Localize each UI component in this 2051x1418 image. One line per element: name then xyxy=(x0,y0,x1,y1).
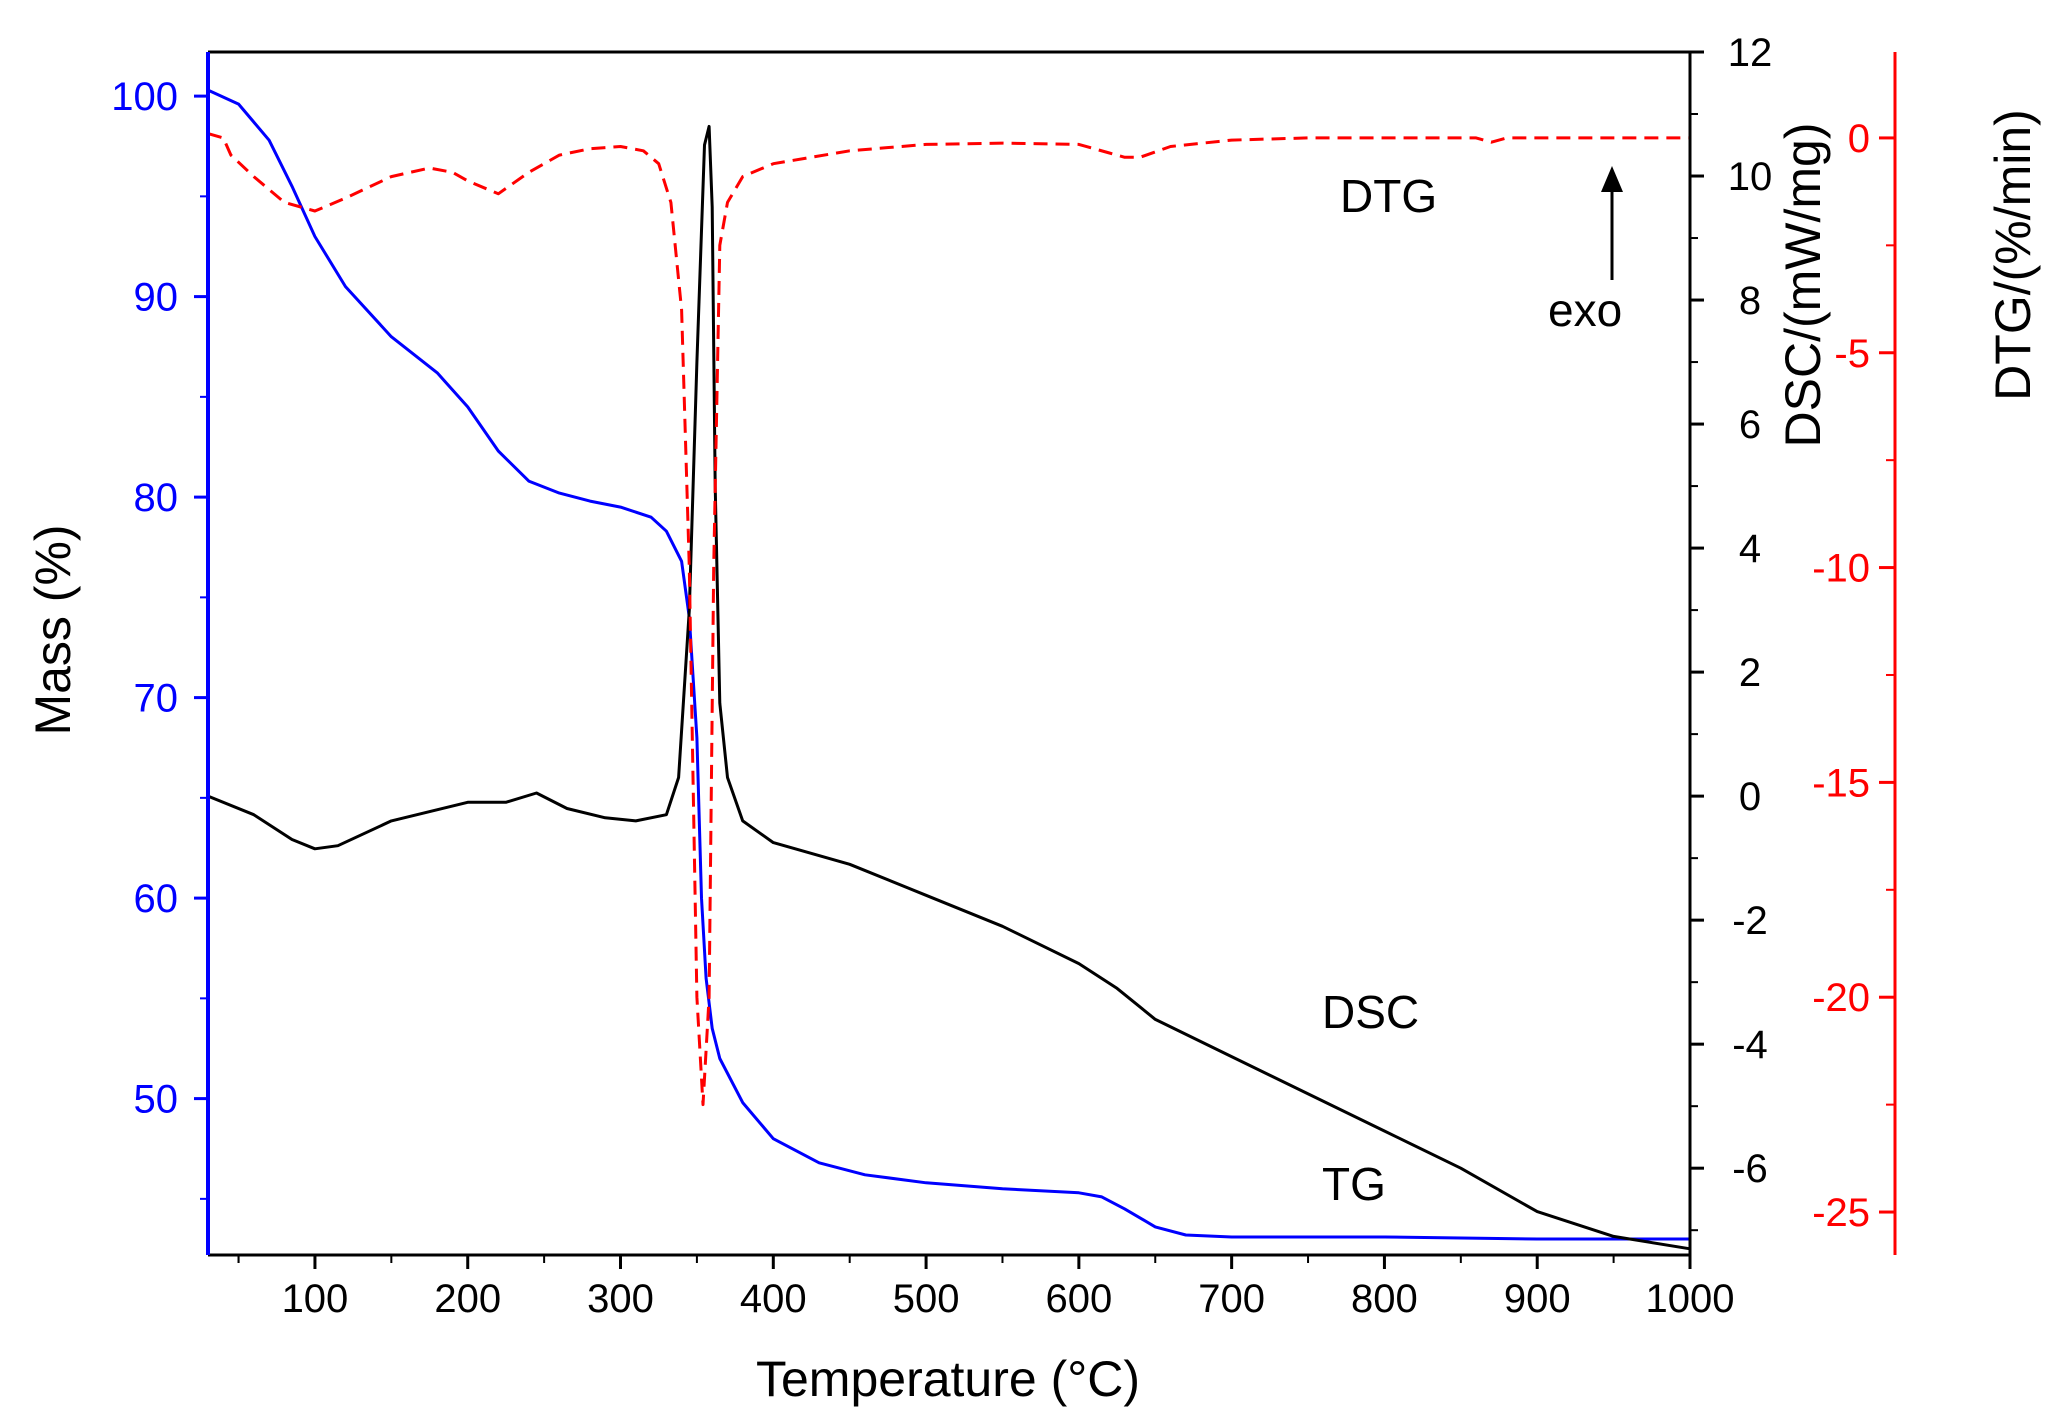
left-tick-label: 80 xyxy=(134,476,179,520)
x-tick-label: 100 xyxy=(282,1277,349,1321)
left-tick-label: 60 xyxy=(134,877,179,921)
x-tick-label: 800 xyxy=(1351,1277,1418,1321)
right1-tick-label: 0 xyxy=(1739,775,1761,819)
series-layer xyxy=(207,88,1691,1251)
axes-layer: 100 200 300 400 500 600 700 800 900 1000506070809… xyxy=(111,31,1897,1321)
right2-tick-label: -25 xyxy=(1812,1191,1870,1235)
tg-series-label: TG xyxy=(1322,1158,1386,1210)
right1-tick-label: 10 xyxy=(1728,155,1773,199)
dtg-series-label: DTG xyxy=(1340,170,1437,222)
series-tg-line xyxy=(207,88,1690,1241)
right2-axis-title: DTG/(%/min) xyxy=(1985,109,2041,401)
right1-tick-label: 4 xyxy=(1739,527,1761,571)
right1-tick-label: 8 xyxy=(1739,279,1761,323)
right1-axis-title: DSC/(mW/mg) xyxy=(1775,123,1831,448)
x-axis-title: Temperature (°C) xyxy=(756,1351,1140,1407)
series-dsc-line xyxy=(207,124,1691,1251)
x-tick-label: 300 xyxy=(587,1277,654,1321)
right1-tick-label: 2 xyxy=(1739,651,1761,695)
right1-tick-label: 12 xyxy=(1728,31,1773,75)
right1-tick-label: 6 xyxy=(1739,403,1761,447)
right2-tick-label: -5 xyxy=(1834,332,1870,376)
left-tick-label: 70 xyxy=(134,677,179,721)
dsc-series-label: DSC xyxy=(1322,986,1419,1038)
right2-tick-label: -10 xyxy=(1812,547,1870,591)
right1-tick-label: -6 xyxy=(1732,1147,1768,1191)
left-tick-label: 50 xyxy=(134,1078,179,1122)
right1-tick-label: -4 xyxy=(1732,1023,1768,1067)
left-tick-label: 100 xyxy=(111,75,178,119)
x-tick-label: 1000 xyxy=(1646,1277,1735,1321)
left-axis-title: Mass (%) xyxy=(25,524,81,735)
left-tick-label: 90 xyxy=(134,276,179,320)
right2-tick-label: -20 xyxy=(1812,976,1870,1020)
x-tick-label: 700 xyxy=(1198,1277,1265,1321)
exo-label: exo xyxy=(1548,284,1622,336)
x-tick-label: 900 xyxy=(1504,1277,1571,1321)
x-tick-label: 500 xyxy=(893,1277,960,1321)
x-tick-label: 600 xyxy=(1045,1277,1112,1321)
right2-tick-label: -15 xyxy=(1812,761,1870,805)
right1-tick-label: -2 xyxy=(1732,899,1768,943)
exo-arrow-icon xyxy=(1601,166,1623,280)
series-dtg-line xyxy=(207,132,1690,1107)
x-tick-label: 200 xyxy=(434,1277,501,1321)
right2-tick-label: 0 xyxy=(1848,117,1870,161)
x-tick-label: 400 xyxy=(740,1277,807,1321)
